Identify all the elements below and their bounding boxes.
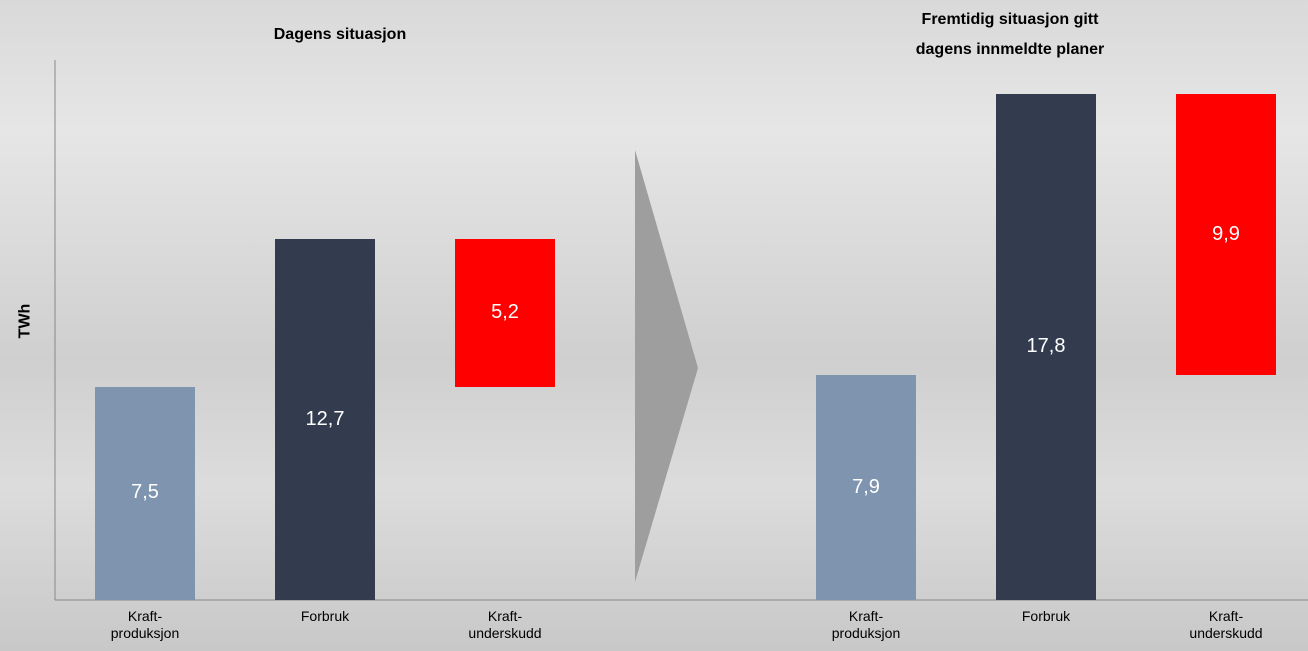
value-label: 12,7 [275,408,375,431]
chart-title: Fremtidig situasjon gitt dagens innmeldt… [810,5,1210,65]
x-tick-label: Kraft- underskudd [425,608,585,642]
x-tick-label: Forbruk [966,608,1126,625]
value-label: 7,5 [95,481,195,504]
value-label: 5,2 [455,301,555,324]
value-label: 9,9 [1176,223,1276,246]
chart-title: Dagens situasjon [140,20,540,50]
value-label: 17,8 [996,335,1096,358]
x-tick-label: Kraft- underskudd [1146,608,1306,642]
x-tick-label: Kraft- produksjon [786,608,946,642]
y-axis-label: TWh [16,304,34,339]
x-tick-label: Kraft- produksjon [65,608,225,642]
x-tick-label: Forbruk [245,608,405,625]
arrow [635,150,698,582]
chart-page: Dagens situasjon TWh 7,5 Kraft- produksjon 1… [0,0,1308,651]
value-label: 7,9 [816,476,916,499]
decor [0,0,1308,651]
